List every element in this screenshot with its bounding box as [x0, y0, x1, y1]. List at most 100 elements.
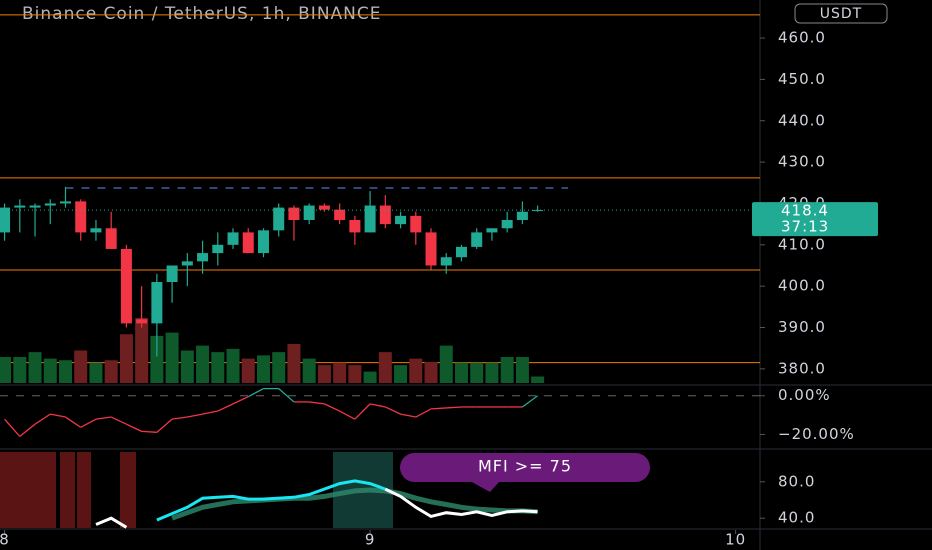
indicator-segment [385, 406, 401, 415]
mfi-shade [120, 452, 136, 528]
candle-body [532, 210, 544, 212]
indicator-segment [247, 388, 264, 398]
indicator-segment [95, 416, 112, 420]
indicator-segment [217, 403, 234, 412]
candle-body [318, 205, 330, 210]
volume-bar [378, 352, 392, 383]
volume-bar [43, 358, 57, 383]
last-price: 418.4 [781, 202, 829, 220]
candle-body [257, 230, 269, 254]
volume-bar [500, 357, 514, 383]
candle-body [105, 228, 117, 249]
candle-body [410, 215, 422, 233]
indicator-segment [172, 416, 188, 420]
y-tick-label: 450.0 [778, 70, 826, 88]
candle-body [181, 261, 193, 266]
indicator-segment [415, 408, 432, 418]
volume-bar [58, 360, 72, 383]
volume-bar [470, 362, 484, 383]
currency[interactable]: USDT [820, 6, 862, 22]
indicator-segment [65, 416, 82, 428]
candle-body [14, 205, 26, 208]
volume-bar [196, 345, 210, 383]
y-tick-label: 410.0 [778, 235, 826, 253]
indicator-segment [339, 410, 356, 420]
indicator-segment [126, 423, 142, 432]
candle-body [120, 248, 132, 324]
volume-bar [211, 352, 225, 383]
candle-body [501, 220, 513, 229]
y-tick-label: 440.0 [778, 111, 826, 129]
volume-bar [119, 334, 133, 383]
indicator-segment [278, 388, 295, 403]
indicator-segment [232, 396, 249, 405]
indicator-segment [110, 416, 127, 425]
volume-bar [241, 358, 255, 383]
candle-body [227, 232, 239, 245]
candle-body [90, 228, 102, 233]
volume-bar [104, 360, 118, 383]
volume-bar [409, 358, 423, 383]
y-tick-label: 0.00% [778, 386, 831, 404]
indicator-segment [4, 418, 21, 437]
volume-bar [0, 357, 12, 383]
candle-body [471, 232, 483, 247]
candle-body [349, 220, 361, 233]
x-tick-label: 10 [725, 531, 746, 549]
candle-body [75, 201, 87, 233]
candle-body [334, 209, 346, 220]
indicator-segment [400, 413, 416, 418]
volume-bar [531, 376, 545, 383]
last-price-tag [752, 202, 878, 237]
volume-bar [333, 362, 347, 383]
candle-body [395, 215, 407, 225]
indicator-segment [309, 401, 325, 405]
annotation-bubble [400, 453, 650, 482]
volume-bar [485, 362, 499, 383]
indicator-segment [50, 413, 66, 418]
candle-body [136, 319, 148, 324]
volume-bar [256, 355, 270, 383]
indicator-segment [324, 403, 340, 412]
y-tick-label: 380.0 [778, 359, 826, 377]
y-tick-label: −20.00% [778, 425, 855, 443]
volume-bar [287, 344, 301, 383]
candle-body [44, 203, 56, 206]
indicator-segment [141, 430, 157, 433]
y-tick-label: 80.0 [778, 472, 815, 490]
volume-bar [394, 365, 408, 383]
volume-bar [89, 362, 103, 383]
currency-box[interactable] [794, 3, 888, 24]
candle-body [273, 207, 285, 231]
candle-body [288, 207, 300, 220]
annotation: MFI >= 75 [478, 457, 572, 476]
volume-bar [165, 332, 179, 383]
indicator-segment [354, 403, 371, 420]
chart-title: Binance Coin / TetherUS, 1h, BINANCE [22, 4, 382, 24]
candle-body [29, 205, 41, 208]
volume-bar [363, 371, 377, 383]
indicator-line [95, 487, 538, 529]
candle-body [303, 205, 315, 220]
candle-body [166, 265, 178, 283]
y-tick-label: 390.0 [778, 318, 826, 336]
volume-bar [317, 365, 331, 383]
volume-bar [454, 362, 468, 383]
x-tick-label: 9 [365, 531, 376, 549]
volume-bar [424, 361, 438, 383]
y-tick-label: 430.0 [778, 153, 826, 171]
indicator-segment [202, 410, 218, 415]
annotation-pointer [470, 481, 500, 492]
indicator-segment [446, 406, 462, 409]
candle-body [455, 246, 467, 258]
candle-body [516, 211, 528, 220]
volume-bar [13, 357, 27, 383]
candle-body [364, 205, 376, 233]
candle-body [440, 257, 452, 266]
volume-bar [439, 345, 453, 383]
volume-bar [180, 350, 194, 383]
volume-bar [135, 318, 149, 383]
indicator-segment [522, 395, 539, 408]
